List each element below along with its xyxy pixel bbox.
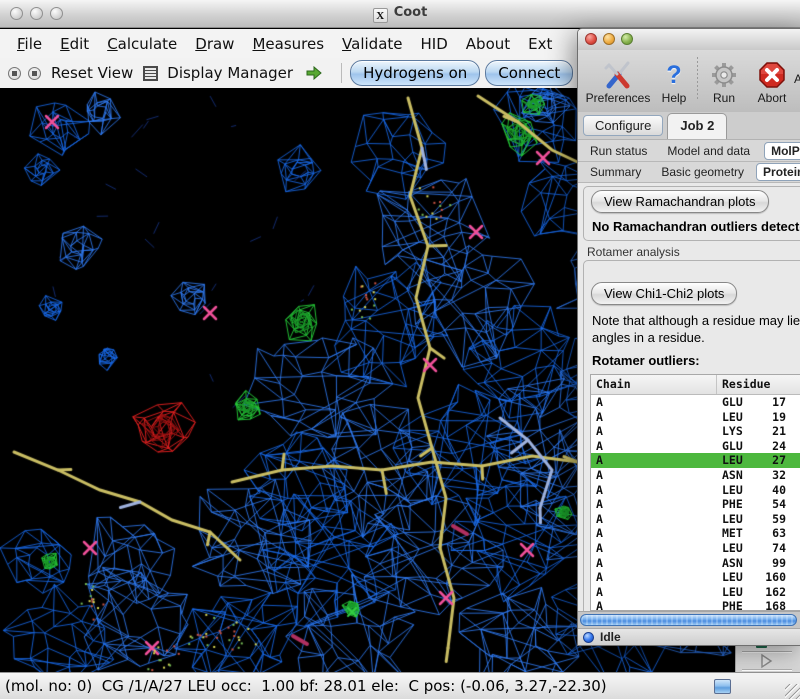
status-sphere-icon: [583, 631, 594, 643]
dialog-status-text: Idle: [600, 630, 621, 644]
dialog-tabs-level1: Configure Job 2: [578, 112, 800, 140]
column-header-residue[interactable]: Residue: [722, 377, 771, 391]
table-row[interactable]: A GLU 17: [596, 395, 786, 409]
side-panel-corner: [735, 643, 800, 672]
question-icon: ?: [666, 61, 682, 89]
menu-hid[interactable]: HID: [420, 34, 448, 53]
connect-button[interactable]: Connect: [485, 60, 574, 86]
rotamer-outliers-label: Rotamer outliers:: [592, 353, 700, 368]
tab-run-status[interactable]: Run status: [590, 143, 648, 158]
dialog-toolbar: Preferences ? Help Run: [578, 50, 800, 112]
table-row[interactable]: A ASN 99: [596, 555, 786, 570]
menu-measures[interactable]: Measures: [252, 34, 325, 53]
x11-app-icon: X: [372, 8, 388, 23]
rotamer-note-line1: Note that although a residue may lie: [592, 313, 800, 328]
column-header-chain[interactable]: Chain: [591, 375, 717, 394]
tab-job-2[interactable]: Job 2: [667, 113, 728, 139]
minimize-window-button[interactable]: [30, 7, 43, 20]
rotamer-frame-label: Rotamer analysis: [587, 245, 680, 259]
go-arrow-icon[interactable]: [305, 66, 323, 80]
table-row[interactable]: A MET 63: [596, 526, 786, 541]
rotamer-outliers-table: Chain Residue A GLU 17 A LEU 19 A LYS 21 A GLU 24 A L…: [590, 374, 800, 611]
dialog-tabs-level2: Run status Model and data MolProbity: [578, 140, 800, 162]
status-text: (mol. no: 0) CG /1/A/27 LEU occ: 1.00 bf…: [5, 677, 607, 695]
table-row[interactable]: A LYS 21: [596, 424, 786, 439]
run-button[interactable]: Run: [701, 55, 747, 105]
resize-grip[interactable]: [785, 684, 800, 699]
menu-file[interactable]: File: [17, 34, 43, 53]
toolbar-round-button-2[interactable]: [28, 66, 41, 80]
table-row[interactable]: A LEU 59: [596, 511, 786, 526]
clipped-toolbar-item[interactable]: A: [794, 72, 800, 86]
view-chi1-chi2-plots-button[interactable]: View Chi1-Chi2 plots: [591, 282, 738, 305]
menu-validate[interactable]: Validate: [342, 34, 403, 53]
menu-draw[interactable]: Draw: [195, 34, 235, 53]
tab-configure[interactable]: Configure: [583, 115, 664, 136]
hydrogens-on-button[interactable]: Hydrogens on: [350, 60, 481, 86]
tab-basic-geometry[interactable]: Basic geometry: [661, 165, 745, 179]
table-header: Chain Residue: [591, 375, 800, 395]
display-manager-button[interactable]: Display Manager: [167, 64, 294, 82]
dialog-tabs-level3: Summary Basic geometry Protein Cl: [578, 162, 800, 183]
dialog-status-bar: Idle: [578, 628, 800, 645]
table-row[interactable]: A LEU 27: [591, 453, 800, 468]
ramachandran-frame: [583, 186, 800, 241]
ramachandran-message: No Ramachandran outliers detected: [592, 219, 800, 234]
table-row[interactable]: A PHE 54: [596, 497, 786, 512]
toolbar-separator: [697, 57, 698, 101]
dialog-minimize-button[interactable]: [603, 33, 615, 45]
table-row[interactable]: A PHE 168: [596, 599, 786, 611]
dialog-horizontal-scrollbar[interactable]: [578, 611, 800, 628]
menu-calculate[interactable]: Calculate: [107, 34, 178, 53]
toolbar-round-button-1[interactable]: [8, 66, 21, 80]
rotamer-note-line2: angles in a residue.: [592, 330, 705, 345]
menu-edit[interactable]: Edit: [60, 34, 90, 53]
table-row[interactable]: A ASN 32: [596, 467, 786, 482]
display-manager-icon: [143, 65, 159, 81]
preferences-button[interactable]: Preferences: [582, 55, 654, 105]
menu-about[interactable]: About: [465, 34, 511, 53]
window-title: X Coot: [0, 5, 800, 23]
menu-ext[interactable]: Ext: [528, 34, 553, 53]
dialog-title-bar: [578, 29, 800, 51]
validation-dialog: Preferences ? Help Run: [577, 28, 800, 646]
help-button[interactable]: ? Help: [661, 61, 687, 105]
rotamer-frame: [583, 260, 800, 611]
table-row[interactable]: A LEU 162: [596, 584, 786, 599]
tools-icon: [603, 59, 633, 91]
toolbar-separator: [341, 63, 343, 83]
view-ramachandran-plots-button[interactable]: View Ramachandran plots: [591, 190, 769, 213]
stop-icon: [758, 59, 786, 91]
table-row[interactable]: A LEU 19: [596, 409, 786, 424]
rotamer-table-body: A GLU 17 A LEU 19 A LYS 21 A GLU 24 A LEU 27 A ASN 32 A LEU…: [591, 395, 800, 611]
expand-arrow-icon[interactable]: [758, 653, 774, 669]
abort-button[interactable]: Abort: [747, 55, 797, 105]
main-status-bar: (mol. no: 0) CG /1/A/27 LEU occ: 1.00 bf…: [0, 672, 800, 699]
table-row[interactable]: A LEU 40: [596, 482, 786, 497]
tab-protein[interactable]: Protein: [756, 163, 800, 181]
scrollbar-thumb[interactable]: [580, 614, 797, 626]
protein-tab-content: View Ramachandran plots No Ramachandran …: [578, 183, 800, 611]
main-title-bar: X Coot: [0, 0, 800, 28]
reset-view-button[interactable]: Reset View: [51, 64, 134, 82]
table-row[interactable]: A GLU 24: [596, 438, 786, 453]
dialog-zoom-button[interactable]: [621, 33, 633, 45]
gear-icon: [710, 59, 738, 91]
table-row[interactable]: A LEU 74: [596, 540, 786, 555]
tab-summary[interactable]: Summary: [590, 165, 642, 179]
close-window-button[interactable]: [10, 7, 23, 20]
status-blue-chip: [714, 679, 731, 694]
tab-model-and-data[interactable]: Model and data: [667, 143, 751, 158]
tab-molprobity[interactable]: MolProbity: [764, 141, 800, 160]
dialog-close-button[interactable]: [585, 33, 597, 45]
zoom-window-button[interactable]: [50, 7, 63, 20]
table-row[interactable]: A LEU 160: [596, 570, 786, 585]
